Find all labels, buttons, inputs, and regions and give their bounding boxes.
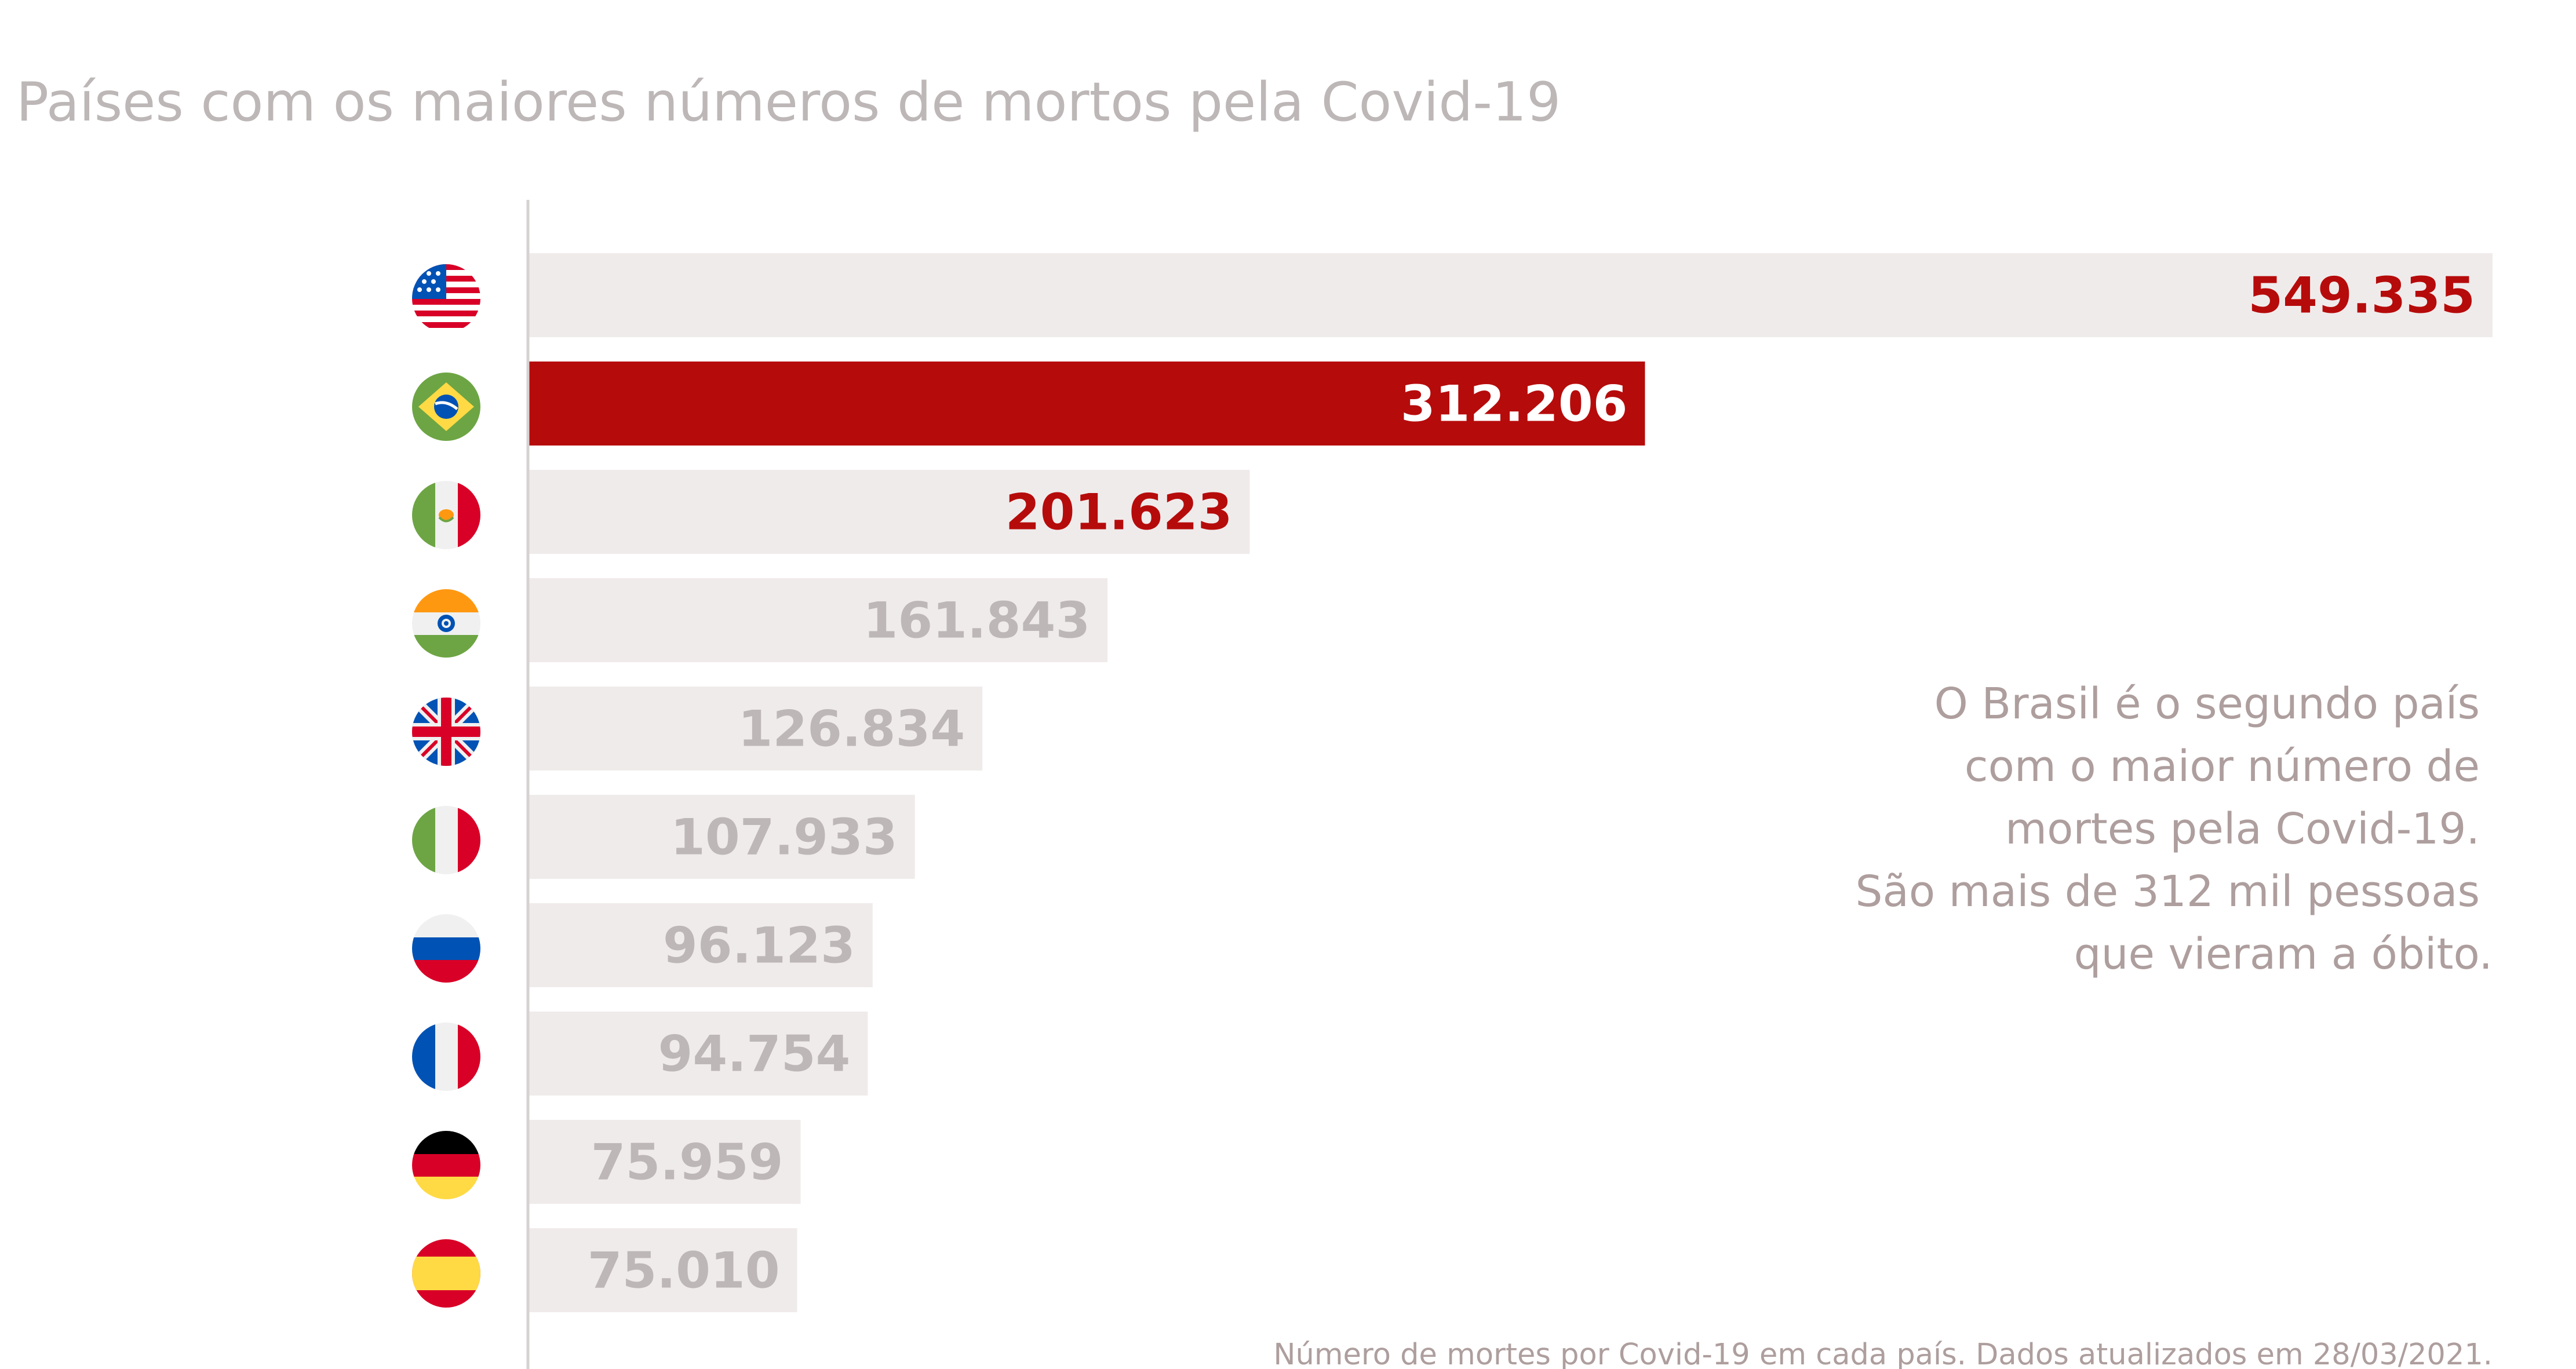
bar-7 (529, 1012, 868, 1096)
uk-flag-icon (412, 698, 480, 766)
bar-1 (529, 362, 1645, 446)
annotation-line-5: que vieram a óbito. (2074, 929, 2493, 979)
chart-title: Países com os maiores números de mortos … (16, 71, 1561, 133)
italy-flag-icon (412, 806, 480, 874)
bar-3 (529, 578, 1108, 662)
annotation-line-2: com o maior número de (1965, 742, 2480, 791)
bar-value-label-7: 94.754 (658, 1025, 851, 1083)
france-flag-icon (412, 1023, 480, 1091)
bar-2 (529, 470, 1250, 554)
us-flag-icon (412, 264, 480, 333)
bar-value-label-2: 201.623 (1005, 484, 1233, 542)
germany-flag-icon (412, 1131, 480, 1199)
russia-flag-icon (412, 914, 480, 983)
india-flag-icon (412, 589, 480, 658)
bar-value-label-1: 312.206 (1401, 375, 1628, 433)
bars-layer: 549.335 312.206 201.623 161.843 126.834 107.9… (529, 253, 2493, 1312)
bar-value-label-8: 75.959 (591, 1134, 784, 1192)
brazil-flag-icon (412, 373, 480, 441)
bar-9 (529, 1228, 797, 1312)
bar-value-label-4: 126.834 (738, 700, 965, 758)
annotation-line-4: São mais de 312 mil pessoas (1856, 867, 2480, 917)
bar-value-label-6: 96.123 (663, 917, 855, 975)
bar-6 (529, 903, 873, 987)
annotation-line-1: O Brasil é o segundo país (1934, 679, 2480, 729)
spain-flag-icon (412, 1239, 480, 1308)
bar-4 (529, 687, 983, 771)
bar-0 (529, 253, 2493, 337)
annotation-line-3: mortes pela Covid-19. (2005, 804, 2480, 854)
bar-value-label-5: 107.933 (671, 809, 898, 867)
bar-8 (529, 1120, 801, 1204)
mexico-flag-icon (412, 481, 480, 549)
bar-value-label-9: 75.010 (588, 1242, 780, 1300)
bar-5 (529, 795, 915, 879)
bar-value-label-3: 161.843 (863, 592, 1090, 650)
source-note: Número de mortes por Covid-19 em cada pa… (1273, 1338, 2493, 1369)
bar-value-label-0: 549.335 (2248, 267, 2475, 325)
